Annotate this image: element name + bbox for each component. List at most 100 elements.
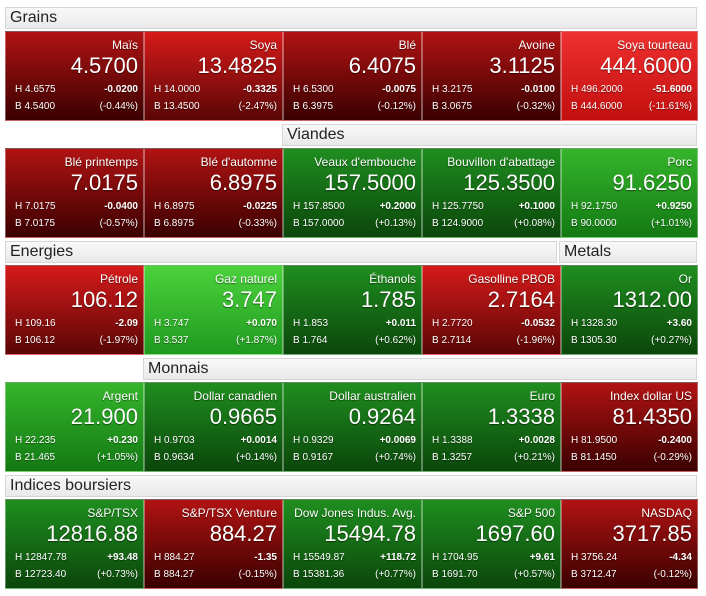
tile-price: 2.7164 [487,287,555,312]
tile-ble-printemps[interactable]: Blé printemps 7.0175 H 7.0175 -0.0400 B 7… [5,148,144,238]
tile-nasdaq[interactable]: NASDAQ 3717.85 H 3756.24 -4.34 B 3712.47 (… [561,499,698,589]
tile-name: S&P/TSX [87,506,138,520]
tile-petrole[interactable]: Pétrole 106.12 H 109.16 -2.09 B 106.12 (-1… [5,265,144,355]
tile-percent: (-0.29%) [653,452,692,463]
tile-change: -0.0225 [243,201,277,212]
tile-name: S&P 500 [507,506,555,520]
tile-low: B 81.1450 [571,452,617,463]
tile-low: B 15381.36 [293,569,345,580]
tile-high: H 1.3388 [432,435,473,446]
tile-sp-500[interactable]: S&P 500 1697.60 H 1704.95 +9.61 B 1691.70… [422,499,561,589]
tile-ethanols[interactable]: Éthanols 1.785 H 1.853 +0.011 B 1.764 (+0.… [283,265,422,355]
tile-ble[interactable]: Blé 6.4075 H 6.5300 -0.0075 B 6.3975 (-0.1… [283,31,422,121]
tile-change: +3.60 [666,318,692,329]
tile-percent: (-0.12%) [653,569,692,580]
tile-name: Gaz naturel [214,272,277,286]
tile-change: +0.1000 [518,201,555,212]
tile-percent: (-1.96%) [516,335,555,346]
tile-sp-tsx[interactable]: S&P/TSX 12816.88 H 12847.78 +93.48 B 1272… [5,499,144,589]
tile-change: -0.0200 [104,84,138,95]
tile-percent: (+0.73%) [97,569,138,580]
tile-dow-jones[interactable]: Dow Jones Indus. Avg. 15494.78 H 15549.8… [283,499,422,589]
section-header-energies: Energies [5,241,557,263]
tile-dollar-australien[interactable]: Dollar australien 0.9264 H 0.9329 +0.0069… [283,382,422,472]
tile-low: B 3.537 [154,335,189,346]
tile-change: -51.6000 [652,84,692,95]
tile-name: Bouvillon d'abattage [447,155,555,169]
tile-price: 0.9665 [209,404,277,429]
tile-name: Dollar canadien [193,389,277,403]
tile-percent: (+0.13%) [375,218,416,229]
tile-percent: (+0.21%) [514,452,555,463]
tile-high: H 3.747 [154,318,190,329]
tile-dollar-canadien[interactable]: Dollar canadien 0.9665 H 0.9703 +0.0014 B… [144,382,283,472]
tile-index-dollar-us[interactable]: Index dollar US 81.4350 H 81.9500 -0.2400… [561,382,698,472]
tile-percent: (-0.57%) [99,218,138,229]
tile-name: Avoine [518,38,555,52]
tile-porc[interactable]: Porc 91.6250 H 92.1750 +0.9250 B 90.0000 (… [561,148,698,238]
tile-percent: (+0.08%) [514,218,555,229]
tile-price: 3717.85 [612,521,692,546]
tile-change: +0.0069 [379,435,416,446]
tile-soya-tourteau[interactable]: Soya tourteau 444.6000 H 496.2000 -51.600… [561,31,698,121]
tile-price: 106.12 [70,287,138,312]
tile-sp-tsx-venture[interactable]: S&P/TSX Venture 884.27 H 884.27 -1.35 B 8… [144,499,283,589]
tile-name: Veaux d'embouche [314,155,416,169]
tile-change: -4.34 [669,552,692,563]
tile-percent: (-0.12%) [377,101,416,112]
tile-percent: (+1.87%) [236,335,277,346]
tile-high: H 6.5300 [293,84,334,95]
tile-low: B 7.0175 [15,218,56,229]
tile-veaux-embouche[interactable]: Veaux d'embouche 157.5000 H 157.8500 +0.2… [283,148,422,238]
tile-price: 7.0175 [70,170,138,195]
tile-high: H 1.853 [293,318,329,329]
tile-percent: (+0.74%) [375,452,416,463]
tile-or[interactable]: Or 1312.00 H 1328.30 +3.60 B 1305.30 (+0.2… [561,265,698,355]
tile-change: +0.0028 [518,435,555,446]
tile-ble-automne[interactable]: Blé d'automne 6.8975 H 6.8975 -0.0225 B 6… [144,148,283,238]
tile-bouvillon-abattage[interactable]: Bouvillon d'abattage 125.3500 H 125.7750… [422,148,561,238]
tile-high: H 1328.30 [571,318,618,329]
tile-high: H 81.9500 [571,435,618,446]
tile-low: B 3.0675 [432,101,473,112]
tile-low: B 1691.70 [432,569,478,580]
section-header-indices: Indices boursiers [5,475,697,497]
tile-argent[interactable]: Argent 21.900 H 22.235 +0.230 B 21.465 (+1… [5,382,144,472]
section-header-viandes: Viandes [282,124,697,146]
tile-percent: (+1.05%) [97,452,138,463]
tile-price: 6.8975 [209,170,277,195]
tile-high: H 6.8975 [154,201,195,212]
tile-high: H 1704.95 [432,552,479,563]
tile-price: 3.747 [221,287,277,312]
tile-low: B 6.8975 [154,218,195,229]
tile-name: Soya [249,38,277,52]
tile-price: 4.5700 [70,53,138,78]
tile-low: B 157.0000 [293,218,345,229]
tile-name: Index dollar US [609,389,692,403]
tile-name: Argent [102,389,138,403]
tile-high: H 7.0175 [15,201,56,212]
tile-low: B 3712.47 [571,569,617,580]
tile-low: B 1.3257 [432,452,473,463]
tile-gaz-naturel[interactable]: Gaz naturel 3.747 H 3.747 +0.070 B 3.537 (… [144,265,283,355]
tile-avoine[interactable]: Avoine 3.1125 H 3.2175 -0.0100 B 3.0675 (-… [422,31,561,121]
tile-change: +0.2000 [379,201,416,212]
tile-soya[interactable]: Soya 13.4825 H 14.0000 -0.3325 B 13.4500 (… [144,31,283,121]
tile-low: B 21.465 [15,452,56,463]
tile-low: B 444.6000 [571,101,623,112]
tile-high: H 92.1750 [571,201,618,212]
tile-percent: (+0.77%) [375,569,416,580]
tile-euro[interactable]: Euro 1.3338 H 1.3388 +0.0028 B 1.3257 (+0.… [422,382,561,472]
tile-price: 3.1125 [489,53,555,78]
tile-name: Blé d'automne [200,155,277,169]
tile-gasolline-pbob[interactable]: Gasolline PBOB 2.7164 H 2.7720 -0.0532 B … [422,265,561,355]
tile-mais[interactable]: Maïs 4.5700 H 4.6575 -0.0200 B 4.5400 (-0.… [5,31,144,121]
tile-percent: (-11.61%) [648,101,692,112]
section-header-metals: Metals [559,241,697,263]
tile-low: B 1.764 [293,335,328,346]
tile-percent: (+1.01%) [651,218,692,229]
tile-change: -0.0075 [382,84,416,95]
tile-high: H 125.7750 [432,201,484,212]
tile-name: Or [678,272,692,286]
tile-high: H 22.235 [15,435,56,446]
